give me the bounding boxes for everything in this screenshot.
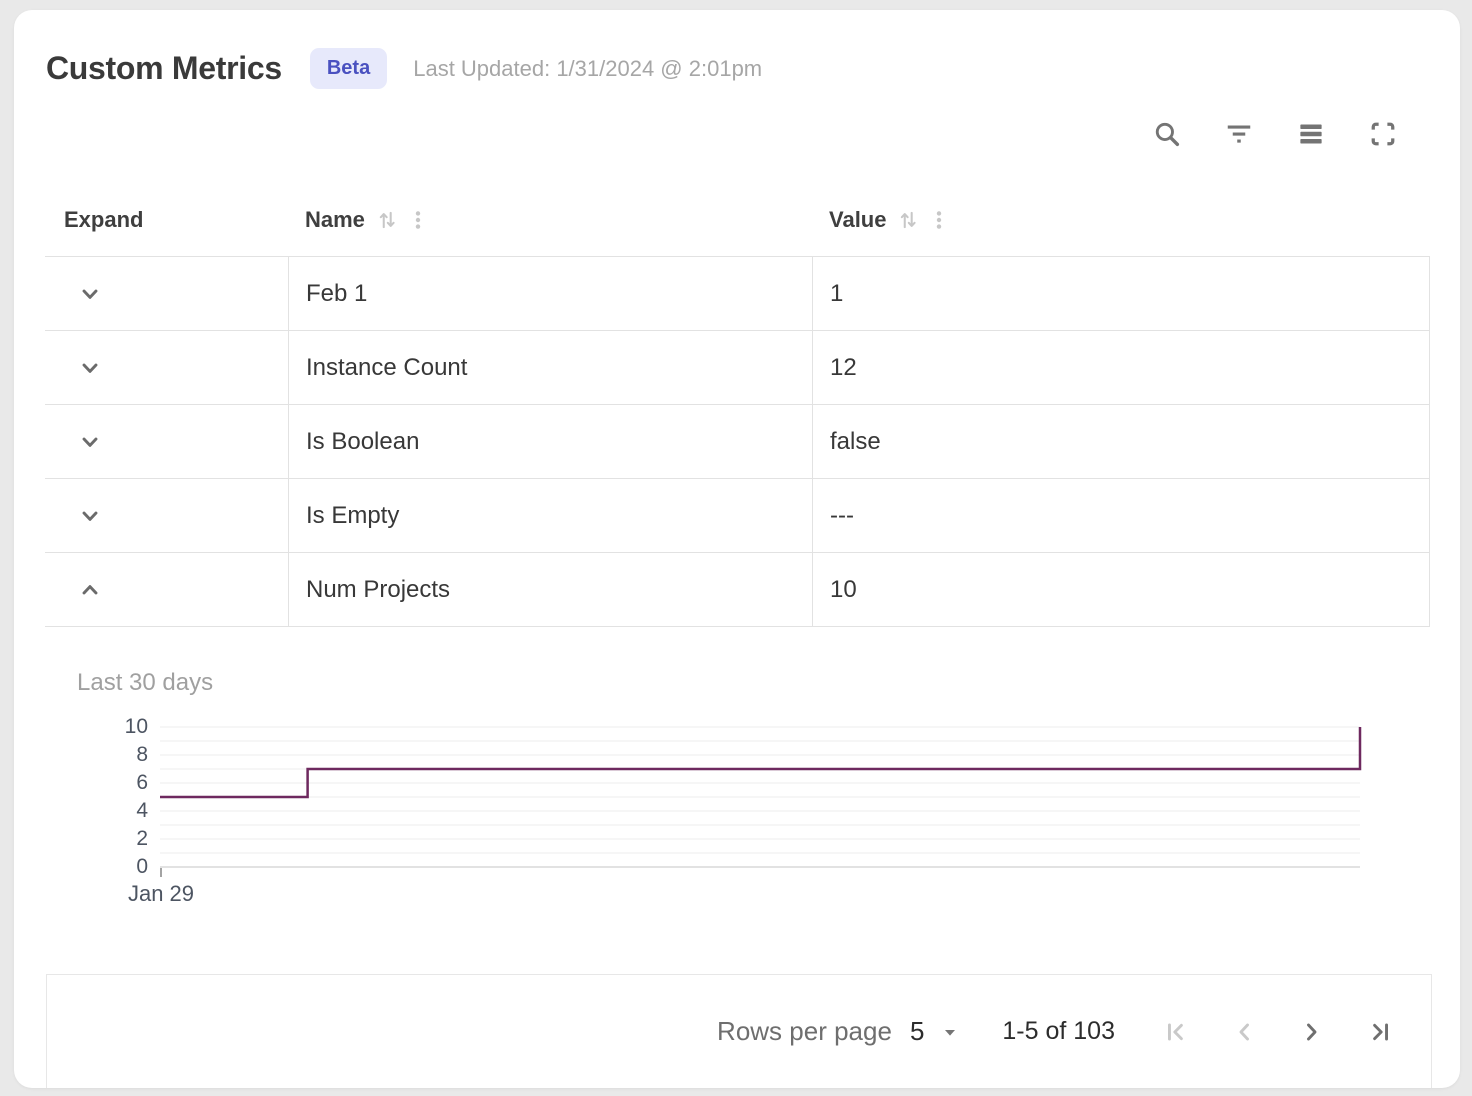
cell-value: 1 <box>812 257 1429 330</box>
density-icon[interactable] <box>1296 119 1326 149</box>
chart-title: Last 30 days <box>77 669 214 696</box>
table-row: Instance Count 12 <box>45 331 1430 405</box>
page-title: Custom Metrics <box>46 50 282 86</box>
table-row: Feb 1 1 <box>45 257 1430 331</box>
sort-icon[interactable] <box>374 207 400 233</box>
last-page-button[interactable] <box>1365 1017 1395 1047</box>
column-header-value[interactable]: Value <box>812 207 1430 233</box>
cell-name: Num Projects <box>288 553 812 626</box>
chart-plot-area: Jan 29 <box>128 727 1360 906</box>
chevron-down-icon[interactable] <box>75 353 105 383</box>
custom-metrics-card: Custom Metrics Beta Last Updated: 1/31/2… <box>14 10 1460 1088</box>
card-header: Custom Metrics Beta Last Updated: 1/31/2… <box>14 10 1460 89</box>
table-row: Is Boolean false <box>45 405 1430 479</box>
metric-chart: 0 2 4 6 8 10 Jan 29 <box>74 715 1360 906</box>
chevron-up-icon[interactable] <box>75 575 105 605</box>
y-axis-tick-label: 4 <box>136 799 148 822</box>
chart-gridlines <box>160 727 1360 867</box>
previous-page-button[interactable] <box>1229 1017 1259 1047</box>
cell-name: Is Boolean <box>288 405 812 478</box>
pagination-controls <box>1161 1017 1395 1047</box>
dropdown-arrow-icon <box>945 1029 956 1036</box>
rows-per-page-label: Rows per page <box>717 1016 892 1046</box>
y-axis-labels: 0 2 4 6 8 10 <box>74 715 160 878</box>
y-axis-tick-label: 8 <box>136 743 148 766</box>
y-axis-tick-label: 6 <box>136 771 148 794</box>
rows-per-page-value: 5 <box>909 1016 925 1046</box>
row-detail-panel: Last 30 days 0 2 4 6 8 10 Jan 29 <box>14 627 1460 906</box>
y-axis-tick-label: 2 <box>136 827 148 850</box>
x-axis-tick <box>160 868 162 877</box>
rows-per-page-select[interactable]: 5 <box>910 1016 962 1047</box>
grid-toolbar <box>14 89 1460 149</box>
sort-icon[interactable] <box>895 207 921 233</box>
table-header-row: Expand Name Value <box>45 183 1430 256</box>
y-axis-tick-label: 10 <box>124 715 148 738</box>
search-icon[interactable] <box>1152 119 1182 149</box>
last-updated-text: Last Updated: 1/31/2024 @ 2:01pm <box>413 55 763 81</box>
table-body: Feb 1 1 Instance Count 12 Is Boo <box>45 256 1430 627</box>
cell-value: 10 <box>812 553 1429 626</box>
chevron-down-icon[interactable] <box>75 427 105 457</box>
y-axis-tick-label: 0 <box>136 855 148 878</box>
column-header-expand: Expand <box>64 206 144 232</box>
table-footer: Rows per page 5 1-5 of 103 <box>46 974 1432 1088</box>
x-axis-label: Jan 29 <box>127 881 195 906</box>
column-menu-icon[interactable] <box>927 208 951 232</box>
metric-line <box>160 727 1360 797</box>
chevron-down-icon[interactable] <box>75 279 105 309</box>
chevron-down-icon[interactable] <box>75 501 105 531</box>
chart-svg <box>160 727 1360 867</box>
metrics-table: Expand Name Value <box>45 149 1430 627</box>
cell-name: Instance Count <box>288 331 812 404</box>
fullscreen-icon[interactable] <box>1368 119 1398 149</box>
cell-name: Feb 1 <box>288 257 812 330</box>
cell-value: false <box>812 405 1429 478</box>
column-menu-icon[interactable] <box>406 208 430 232</box>
cell-name: Is Empty <box>288 479 812 552</box>
table-row-expanded: Num Projects 10 <box>45 553 1430 627</box>
table-row: Is Empty --- <box>45 479 1430 553</box>
filter-icon[interactable] <box>1224 119 1254 149</box>
next-page-button[interactable] <box>1297 1017 1327 1047</box>
beta-badge: Beta <box>309 48 388 89</box>
cell-value: --- <box>812 479 1429 552</box>
cell-value: 12 <box>812 331 1429 404</box>
x-axis: Jan 29 <box>128 867 1360 915</box>
pagination-range-label: 1-5 of 103 <box>1002 1017 1115 1045</box>
first-page-button[interactable] <box>1161 1017 1191 1047</box>
column-header-name[interactable]: Name <box>288 207 812 233</box>
